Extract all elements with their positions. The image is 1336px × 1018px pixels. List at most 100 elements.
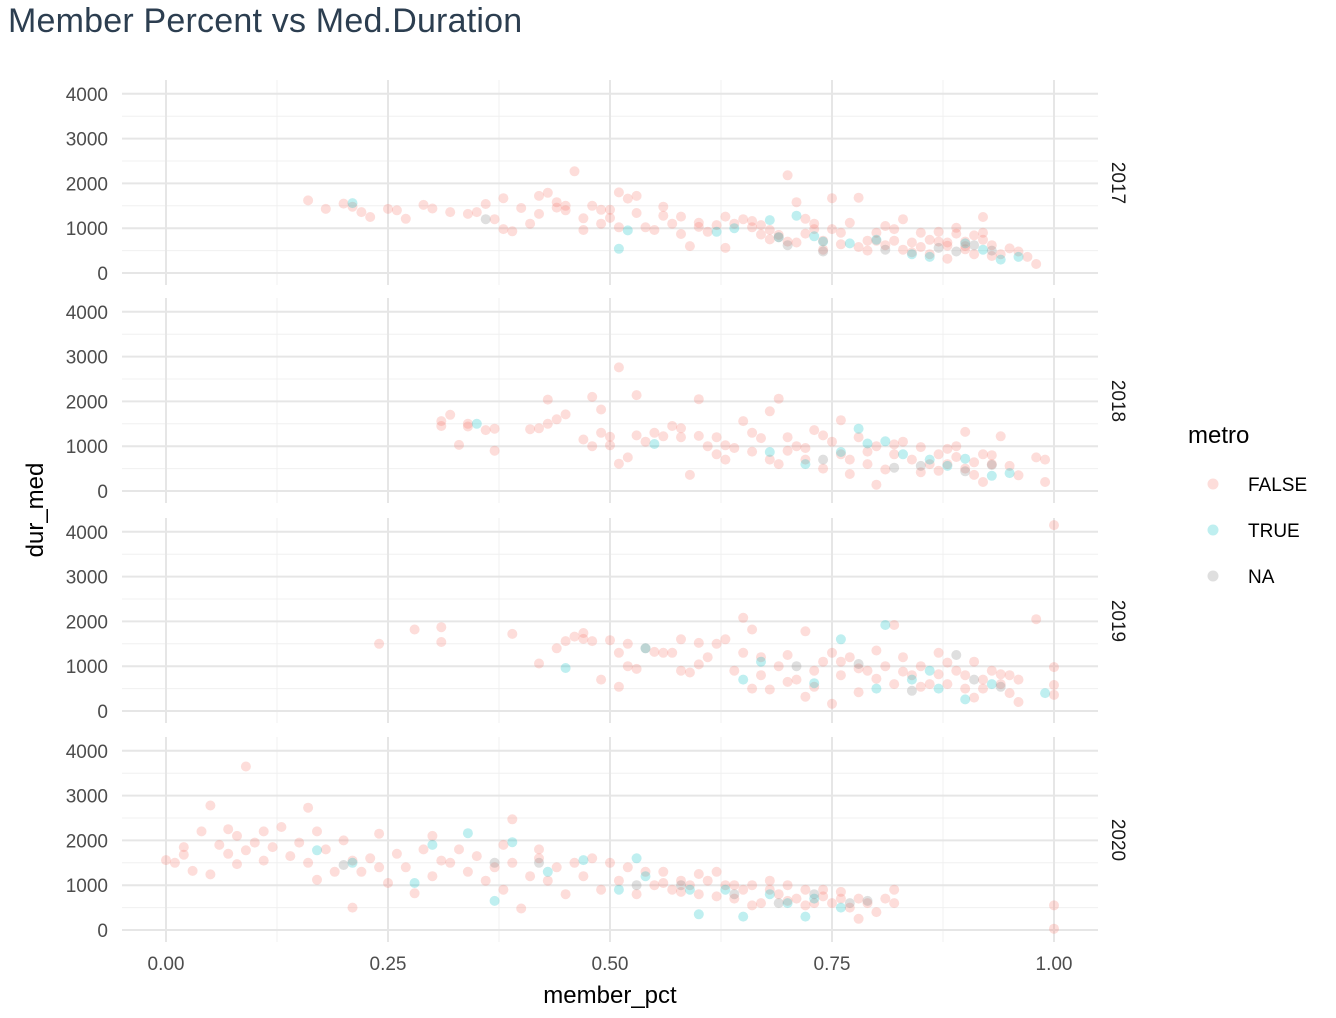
data-point-false (764, 875, 775, 886)
data-point-false (942, 459, 953, 470)
data-point-false (818, 891, 829, 902)
data-point-false (889, 235, 900, 246)
data-point-false (764, 884, 775, 895)
data-point-true (898, 449, 908, 460)
data-point-false (294, 837, 305, 848)
data-point-na (969, 674, 980, 685)
data-point-false (915, 681, 926, 692)
data-point-false (445, 207, 456, 218)
data-point-true (844, 238, 855, 249)
data-point-false (773, 889, 784, 900)
data-point-na (809, 889, 820, 900)
data-point-true (986, 679, 997, 690)
data-point-false (560, 889, 571, 900)
data-point-true (924, 665, 935, 676)
data-point-false (986, 450, 997, 461)
data-point-false (978, 683, 988, 694)
data-point-false (560, 636, 571, 647)
data-point-false (1013, 697, 1024, 707)
data-point-false (258, 855, 269, 866)
data-point-false (711, 866, 722, 877)
data-point-false (747, 683, 758, 694)
data-point-false (889, 439, 900, 450)
legend: metro FALSE TRUE NA (1188, 422, 1307, 588)
data-point-false (489, 862, 500, 873)
data-point-false (658, 866, 669, 877)
data-point-false (178, 849, 189, 860)
data-point-false (613, 187, 624, 198)
data-point-false (871, 673, 882, 684)
data-point-false (951, 665, 962, 676)
data-point-false (498, 224, 509, 235)
data-point-false (756, 898, 766, 909)
data-point-false (880, 661, 891, 672)
data-point-false (267, 842, 278, 853)
data-point-false (791, 237, 802, 248)
data-point-true (613, 884, 624, 895)
data-point-true (471, 418, 482, 429)
data-point-false (915, 442, 926, 453)
data-point-false (720, 242, 731, 253)
data-point-false (844, 469, 855, 479)
data-point-false (969, 457, 980, 468)
data-point-false (374, 862, 385, 873)
data-point-false (773, 459, 784, 470)
data-point-false (809, 898, 820, 909)
data-point-false (862, 245, 873, 256)
data-point-false (782, 445, 793, 456)
data-point-false (853, 432, 864, 443)
data-point-false (187, 865, 198, 876)
y-tick-label: 1000 (66, 219, 108, 240)
data-point-na (631, 880, 642, 891)
data-point-false (631, 430, 642, 441)
data-point-true (578, 855, 589, 866)
data-point-false (613, 222, 624, 233)
data-point-true (933, 683, 944, 694)
data-point-false (409, 888, 420, 899)
data-point-false (613, 875, 624, 886)
data-point-na (489, 857, 500, 868)
data-point-false (978, 449, 988, 460)
data-point-false (542, 875, 553, 886)
data-point-false (480, 425, 491, 436)
data-point-false (995, 431, 1006, 442)
data-point-true (835, 902, 846, 913)
data-point-na (676, 880, 686, 891)
data-point-na (782, 240, 793, 251)
data-point-true (738, 911, 749, 922)
data-point-false (782, 650, 793, 660)
data-point-false (986, 459, 997, 470)
y-tick-label: 0 (97, 702, 108, 723)
y-tick-label: 2000 (66, 392, 108, 413)
data-point-false (391, 848, 402, 859)
data-point-false (338, 835, 349, 846)
data-point-false (871, 235, 882, 246)
data-point-false (1049, 662, 1059, 673)
data-point-false (542, 187, 553, 198)
data-point-false (978, 674, 988, 685)
data-point-false (613, 458, 624, 469)
data-point-false (702, 226, 713, 237)
data-point-false (285, 851, 296, 862)
data-point-false (747, 222, 758, 233)
data-point-false (782, 170, 793, 181)
data-point-false (1049, 923, 1059, 934)
data-point-false (800, 228, 811, 239)
data-point-true (640, 871, 651, 882)
data-point-false (773, 229, 784, 240)
data-point-false (729, 665, 740, 676)
data-point-false (622, 638, 633, 649)
data-point-false (862, 459, 873, 470)
data-point-true (791, 210, 802, 221)
data-point-true (764, 447, 775, 457)
data-point-false (853, 893, 864, 904)
data-point-false (800, 900, 811, 911)
data-point-false (791, 441, 802, 452)
data-point-false (613, 647, 624, 658)
data-point-false (871, 441, 882, 452)
data-point-false (365, 853, 376, 864)
data-point-false (649, 880, 660, 891)
data-point-false (693, 869, 704, 879)
y-tick-label: 3000 (66, 787, 108, 808)
data-point-na (951, 246, 962, 257)
